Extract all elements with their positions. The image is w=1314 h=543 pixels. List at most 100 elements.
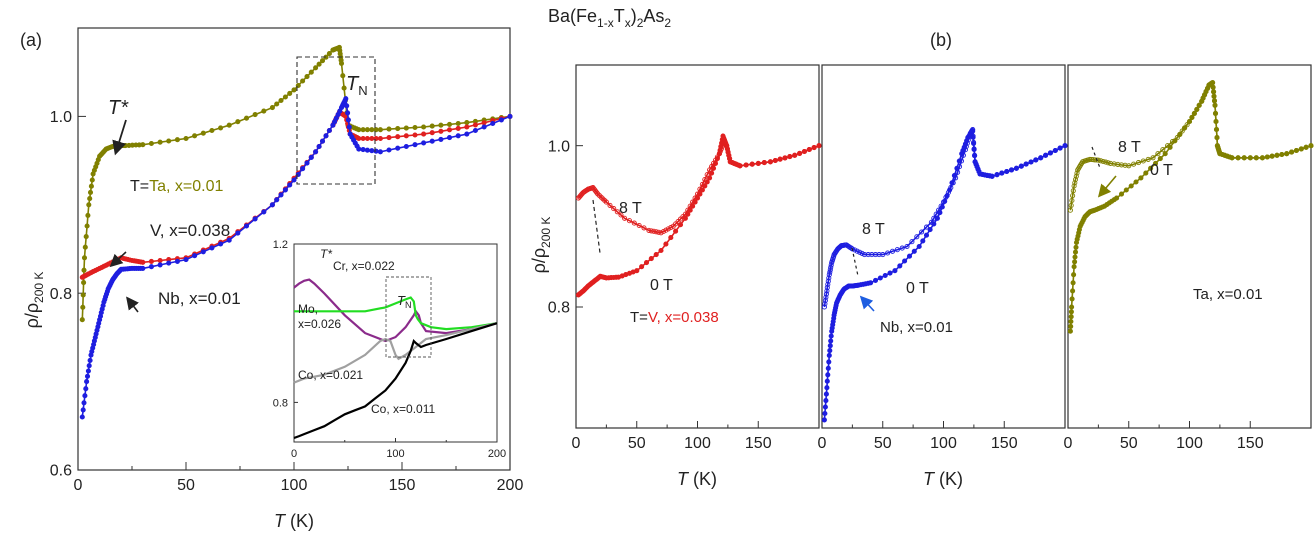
data-point [648,228,654,234]
data-point [200,249,206,255]
data-point [1177,131,1183,137]
inset-label-co11: Co, x=0.011 [371,402,435,416]
data-point [1052,147,1058,154]
data-point [904,243,910,250]
data-point [323,133,329,139]
data-point [464,120,470,126]
data-point [951,172,957,179]
data-point [316,61,322,67]
data-point [192,253,198,259]
data-point [157,257,163,264]
panel-a-xlabel: T (K) [274,511,314,531]
data-point [269,202,275,208]
data-point [782,155,788,161]
data-point [823,398,829,404]
data-point [412,142,418,148]
data-point [825,281,831,287]
data-point [772,157,778,164]
data-point [894,247,900,253]
data-point [1191,110,1197,116]
data-point [668,235,674,241]
data-point [166,138,172,144]
data-point [377,135,383,142]
data-point [787,154,793,160]
data-point [1070,288,1076,294]
data-point [278,192,284,198]
b1-label: T=V, x=0.038 [630,309,719,326]
panel-b2: 0 50 100 150 T (K) 8 T 0 T Nb, x=0.01 [818,64,1068,489]
data-point [1259,155,1265,161]
data-point [261,108,267,114]
data-point [472,127,478,134]
b2-0t: 0 T [906,280,929,297]
data-point [364,127,370,133]
data-point [656,229,662,235]
data-point [1214,135,1220,141]
data-point [87,196,93,202]
data-point [1105,160,1111,166]
data-point [827,269,833,275]
x-tick-label: 150 [1237,435,1264,452]
data-point [1186,118,1193,125]
data-point [269,105,275,111]
data-point [923,224,930,230]
data-point [1069,197,1075,204]
data-point [313,149,319,155]
data-point [949,180,955,186]
data-point [971,146,977,153]
data-point [83,234,89,240]
data-point [823,291,829,297]
data-point [885,250,891,256]
data-point [209,127,215,134]
data-point [1211,89,1217,95]
data-point [1062,143,1068,149]
series-line-0 [823,126,1066,308]
data-point [942,198,948,204]
data-point [174,137,180,143]
b2-series [821,126,1068,423]
data-point [663,241,669,247]
data-point [490,120,496,127]
data-point [956,158,962,164]
data-point [989,173,995,179]
data-point [1150,155,1156,161]
data-point [421,124,427,130]
data-point [1072,259,1078,265]
data-point [87,189,94,195]
data-point [710,165,717,171]
data-point [1264,154,1270,160]
inset-frame [293,243,498,443]
data-point [1289,149,1295,155]
data-point [648,256,654,262]
data-point [1123,187,1129,193]
panel-a-ticks: 0 50 100 150 200 0.6 0.8 1.0 [50,109,524,494]
x-tick-label: 50 [177,477,195,494]
data-point [429,123,435,129]
data-point [694,195,701,201]
data-point [438,136,444,142]
data-point [1068,202,1074,208]
data-point [84,223,90,229]
data-point [743,162,749,168]
data-point [200,130,206,136]
b2-xlabel: T (K) [923,469,963,489]
data-point [1107,160,1114,166]
data-point [304,160,310,166]
x-tick-label: 100 [684,435,711,452]
data-point [1308,143,1314,149]
inset-ticks: 0 100 200 0.8 1.2 [273,239,506,460]
data-point [914,234,920,240]
data-point [692,199,698,205]
data-point [618,212,624,218]
data-point [369,135,375,142]
data-point [761,160,767,166]
data-point [282,187,288,193]
data-point [947,187,953,193]
data-point [1118,162,1125,168]
data-point [1196,102,1202,108]
x-tick-label: 0 [818,435,827,452]
data-point [906,253,913,259]
data-point [356,135,362,142]
data-point [80,304,86,310]
data-point [1047,150,1053,156]
